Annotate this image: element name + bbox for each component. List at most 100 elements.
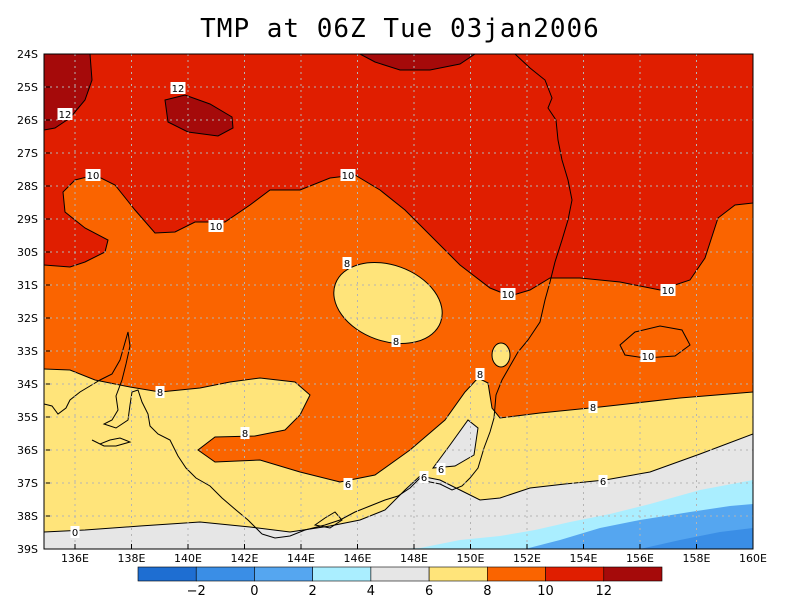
colorbar-swatch — [254, 566, 313, 582]
y-tick-label: 36S — [17, 444, 38, 457]
contour-label: 8 — [393, 337, 399, 348]
contour-lines — [44, 54, 753, 533]
contour-label-bg — [660, 284, 676, 296]
x-tick-label: 146E — [344, 552, 372, 565]
colorbar-label: 0 — [250, 584, 258, 599]
y-tick-label: 33S — [17, 345, 38, 358]
y-tick-label: 28S — [17, 180, 38, 193]
map-title: TMP at 06Z Tue 03jan2006 — [200, 14, 600, 44]
contour-8-island — [333, 261, 443, 345]
x-tick-label: 138E — [118, 552, 146, 565]
y-tick-label: 29S — [17, 213, 38, 226]
contour-label-bg — [436, 463, 446, 475]
contour-label-bg — [57, 108, 73, 120]
band-6-8-island — [333, 262, 443, 344]
colorbar-swatch — [312, 566, 372, 582]
y-tick-label: 27S — [17, 147, 38, 160]
contour-label-bg — [170, 82, 186, 94]
y-tick-label: 37S — [17, 477, 38, 490]
contour-label-bg — [588, 401, 598, 413]
y-tick-label: 31S — [17, 279, 38, 292]
contour-6-lobe — [431, 419, 479, 469]
contour-label-bg — [208, 220, 224, 232]
contour-label: 10 — [87, 171, 100, 182]
band-4-6-lobe — [433, 420, 478, 468]
contour-label-bg — [391, 335, 401, 347]
x-tick-label: 158E — [683, 552, 711, 565]
x-tick-label: 156E — [626, 552, 654, 565]
x-tick-label: 154E — [570, 552, 598, 565]
contour-label: 8 — [157, 388, 163, 399]
contour-label-bg — [475, 368, 485, 380]
colorbar-swatch — [487, 566, 546, 582]
contour-label: 12 — [172, 84, 185, 95]
contour-label: 6 — [421, 473, 427, 484]
y-tick-label: 38S — [17, 510, 38, 523]
colorbar-swatch — [603, 566, 663, 582]
contour-label: 10 — [502, 290, 515, 301]
contour-label-bg — [342, 257, 352, 269]
contour-label-bg — [598, 475, 608, 487]
x-tick-label: 140E — [174, 552, 202, 565]
band-8-10-pocket — [620, 326, 690, 358]
shaded-contours — [44, 54, 753, 549]
colorbar-label: 10 — [537, 584, 554, 599]
contour-label: 8 — [242, 429, 248, 440]
colorbar-label: 8 — [483, 584, 491, 599]
band-12-plus-center — [165, 95, 233, 136]
x-tick-label: 144E — [287, 552, 315, 565]
contour-12-west — [44, 54, 93, 131]
contour-12-center — [164, 94, 234, 137]
gridlines — [44, 54, 753, 549]
contour-label-bg — [343, 478, 353, 490]
colorbar-swatch — [545, 566, 605, 582]
colorbar-swatch — [370, 566, 430, 582]
colorbar-label: 12 — [596, 584, 613, 599]
coastline-gulf — [44, 331, 263, 535]
plot-frame — [43, 53, 754, 550]
y-tick-label: 39S — [17, 543, 38, 556]
contour-label: 10 — [642, 352, 655, 363]
contour-label: 6 — [345, 480, 351, 491]
y-tick-label: 32S — [17, 312, 38, 325]
x-tick-label: 150E — [457, 552, 485, 565]
contour-label-bg — [340, 169, 356, 181]
contour-label: 0 — [72, 528, 78, 539]
y-tick-label: 30S — [17, 246, 38, 259]
contour-label-bg — [419, 471, 429, 483]
colorbar-label: 4 — [367, 584, 375, 599]
contour-label-bg — [240, 427, 250, 439]
x-tick-label: 160E — [739, 552, 767, 565]
y-tick-label: 24S — [17, 48, 38, 61]
contour-label: 10 — [210, 222, 223, 233]
contour-8-blob — [491, 342, 511, 368]
colorbar-swatch — [195, 566, 255, 582]
colorbar: −2 0 2 4 6 8 10 12 — [137, 566, 663, 599]
contour-10 — [44, 174, 753, 297]
y-axis-labels: 24S 25S 26S 27S 28S 29S 30S 31S 32S 33S 34S 35S 36S 3… — [17, 48, 50, 556]
colorbar-swatch — [428, 566, 488, 582]
contour-label-bg — [640, 350, 656, 362]
x-tick-label: 142E — [231, 552, 259, 565]
colorbar-label: −2 — [187, 584, 206, 599]
contour-label-bg — [85, 169, 101, 181]
y-tick-label: 34S — [17, 378, 38, 391]
contour-label: 8 — [590, 403, 596, 414]
contour-label-bg — [70, 526, 80, 538]
colorbar-label: 2 — [309, 584, 317, 599]
contour-label: 6 — [600, 477, 606, 488]
contour-label-bg — [500, 288, 516, 300]
contour-12-north — [359, 54, 476, 71]
colorbar-swatch — [137, 566, 197, 582]
contour-label: 8 — [344, 259, 350, 270]
band-12-plus-west — [44, 54, 92, 130]
x-tick-label: 136E — [61, 552, 89, 565]
contour-label: 8 — [477, 370, 483, 381]
band-6-8-blob — [492, 343, 510, 367]
contour-label: 12 — [59, 110, 72, 121]
contour-label: 10 — [342, 171, 355, 182]
coastline-island — [91, 437, 132, 447]
y-tick-label: 35S — [17, 411, 38, 424]
